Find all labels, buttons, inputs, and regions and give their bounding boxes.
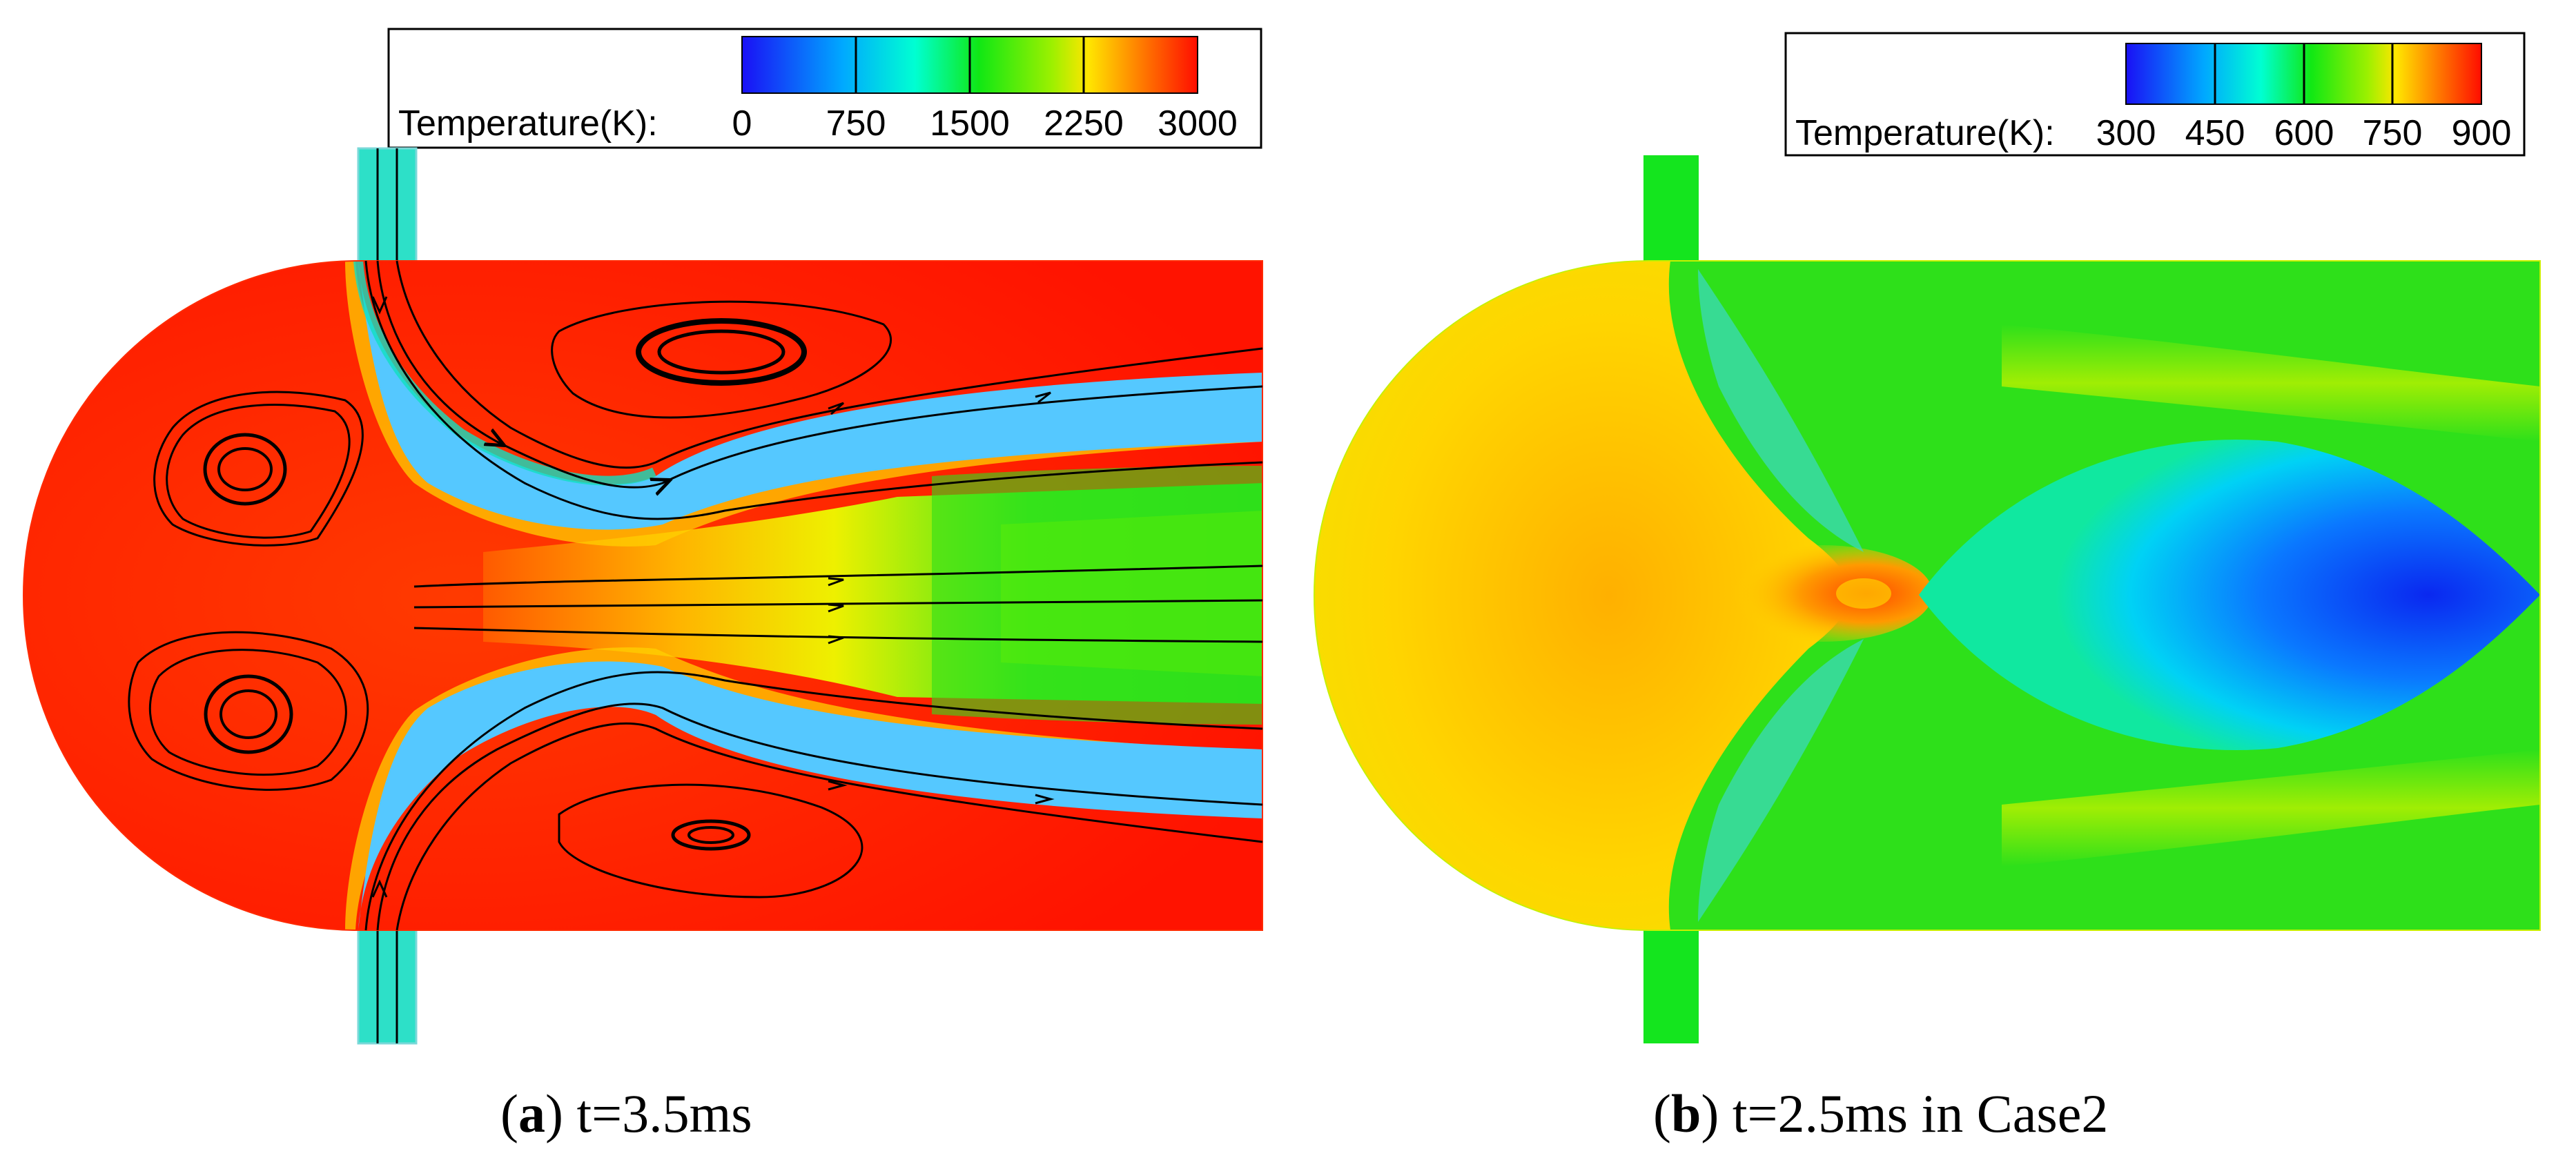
chamber-outline-a (23, 260, 1263, 931)
streamline-arrows-a (371, 296, 1055, 898)
vortex-a-upper-left (153, 391, 364, 547)
injector-pipe-b-bottom (1643, 925, 1699, 1043)
caption-a-text: ) t=3.5ms (545, 1083, 752, 1143)
temperature-field-a (23, 261, 1262, 930)
legend-b-tick: 450 (2185, 113, 2245, 153)
legend-a-tick: 1500 (930, 104, 1010, 144)
injector-pipe-b-top (1643, 155, 1699, 266)
legend-a-tick: 2250 (1044, 104, 1124, 144)
legend-a-tick: 0 (732, 104, 752, 144)
legend-b-tick: 300 (2096, 113, 2156, 153)
vortex-a-upper-right (551, 300, 892, 419)
injector-pipe-a-top (357, 147, 418, 267)
caption-b-text: ) t=2.5ms in Case2 (1701, 1083, 2108, 1143)
legend-a-tick: 3000 (1158, 104, 1238, 144)
injector-pipe-a-bottom (357, 923, 418, 1045)
legend-b-tick: 750 (2363, 113, 2423, 153)
legend-b-tick: 900 (2452, 113, 2512, 153)
legend-b-title: Temperature(K): (1795, 113, 2055, 153)
panel-a: Temperature(K): 0 750 1500 2250 3000 (23, 28, 1263, 1143)
legend-a-title: Temperature(K): (398, 104, 658, 144)
vortex-a-lower-left (128, 631, 369, 791)
temperature-field-b (1314, 261, 2540, 930)
legend-b: Temperature(K): 300 450 600 750 900 (1784, 32, 2526, 157)
chamber-outline-b (1314, 260, 2541, 931)
legend-a-tick: 750 (826, 104, 886, 144)
caption-b: (b) t=2.5ms in Case2 (1653, 1083, 2108, 1143)
legend-b-tick: 600 (2274, 113, 2334, 153)
caption-a: (a) t=3.5ms (500, 1083, 752, 1143)
caption-b-letter: b (1671, 1083, 1701, 1143)
legend-a: Temperature(K): 0 750 1500 2250 3000 (387, 28, 1262, 149)
streamlines-a (128, 260, 1263, 931)
vortex-a-lower-right (558, 783, 863, 898)
panel-b: Temperature(K): 300 450 600 750 900 (1314, 32, 2541, 1143)
caption-a-letter: a (518, 1083, 545, 1143)
